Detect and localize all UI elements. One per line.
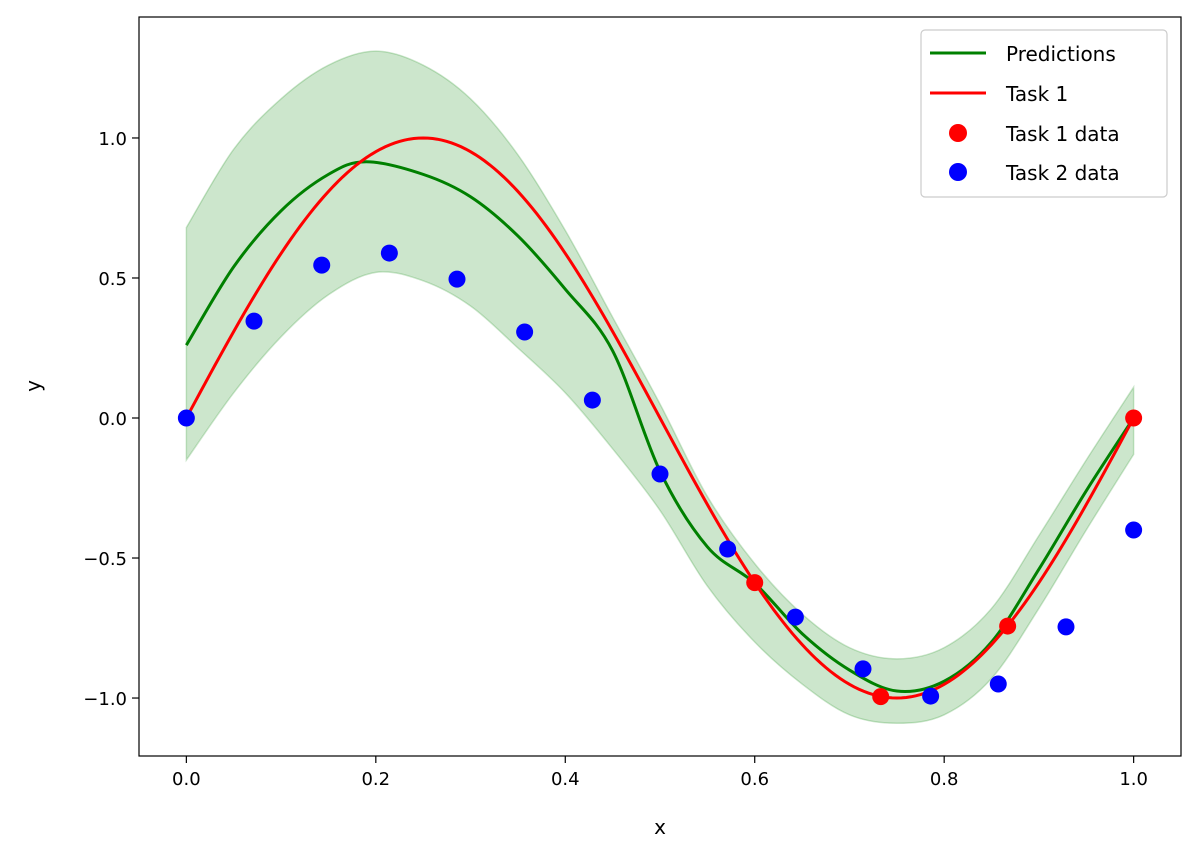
points-layer <box>177 244 1143 706</box>
y-tick-label: 1.0 <box>98 129 127 150</box>
task2-data-point <box>989 675 1007 693</box>
legend-predictions-label: Predictions <box>1006 42 1116 66</box>
legend: Predictions Task 1 Task 1 data Task 2 da… <box>920 29 1168 198</box>
task2-data-point <box>719 540 737 558</box>
task2-data-point <box>583 391 601 409</box>
legend-task1-label: Task 1 <box>1005 82 1068 106</box>
ticks-layer: 0.0 0.2 0.4 0.6 0.8 1.0 −1.0 −0.5 0.0 0.5 1.0 <box>83 129 1148 790</box>
task2-data-point <box>313 256 331 274</box>
task1-data-point <box>746 574 764 592</box>
legend-task2-data-marker <box>949 163 967 181</box>
task1-data-point <box>1125 409 1143 427</box>
y-tick-label: −0.5 <box>83 549 127 570</box>
y-tick-label: −1.0 <box>83 689 127 710</box>
legend-task1-data-label: Task 1 data <box>1005 122 1120 146</box>
x-tick-label: 0.8 <box>930 769 959 790</box>
task2-data-point <box>922 687 940 705</box>
task2-data-point <box>854 660 872 678</box>
task1-data-point <box>999 617 1017 635</box>
task2-data-point <box>245 312 263 330</box>
x-axis-label: x <box>654 815 666 839</box>
task2-data-point <box>516 323 534 341</box>
y-axis-label: y <box>21 380 45 392</box>
legend-box <box>920 29 1168 198</box>
x-tick-label: 0.0 <box>172 769 201 790</box>
confidence-band <box>185 50 1135 724</box>
task2-data-point <box>177 409 195 427</box>
task2-data-point <box>651 465 669 483</box>
task2-data-point <box>1057 618 1075 636</box>
x-tick-label: 0.2 <box>361 769 390 790</box>
x-tick-label: 0.4 <box>551 769 580 790</box>
x-tick-label: 1.0 <box>1119 769 1148 790</box>
legend-task2-data-label: Task 2 data <box>1005 161 1120 185</box>
task1-line <box>185 136 1135 700</box>
x-tick-label: 0.6 <box>740 769 769 790</box>
task2-data-point <box>786 608 804 626</box>
plot-frame <box>138 16 1182 757</box>
legend-task1-data-marker <box>949 124 967 142</box>
task2-data-point <box>1125 521 1143 539</box>
y-tick-label: 0.5 <box>98 269 127 290</box>
task2-data-point <box>448 270 466 288</box>
confidence-band-layer <box>185 50 1135 724</box>
task2-data-point <box>380 244 398 262</box>
y-tick-label: 0.0 <box>98 409 127 430</box>
task1-data-point <box>872 688 890 706</box>
